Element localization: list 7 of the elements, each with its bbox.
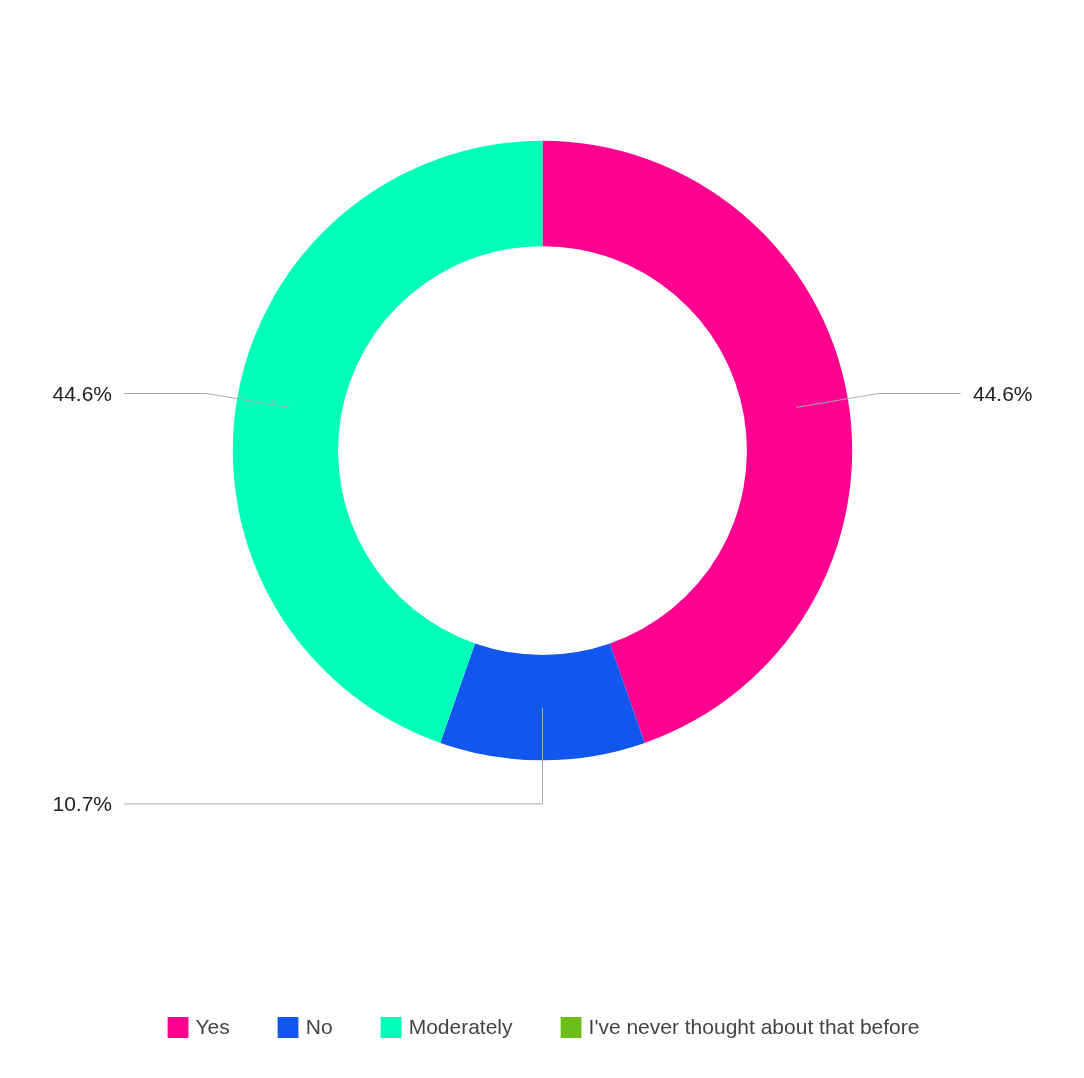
data-label: 44.6% [973, 381, 1033, 405]
data-label: 10.7% [52, 792, 112, 816]
legend-label: Moderately [408, 1015, 513, 1039]
legend-label: I've never thought about that before [588, 1015, 920, 1039]
legend-label: Yes [195, 1015, 230, 1039]
legend-label: No [305, 1015, 333, 1039]
data-label: 44.6% [52, 381, 112, 405]
